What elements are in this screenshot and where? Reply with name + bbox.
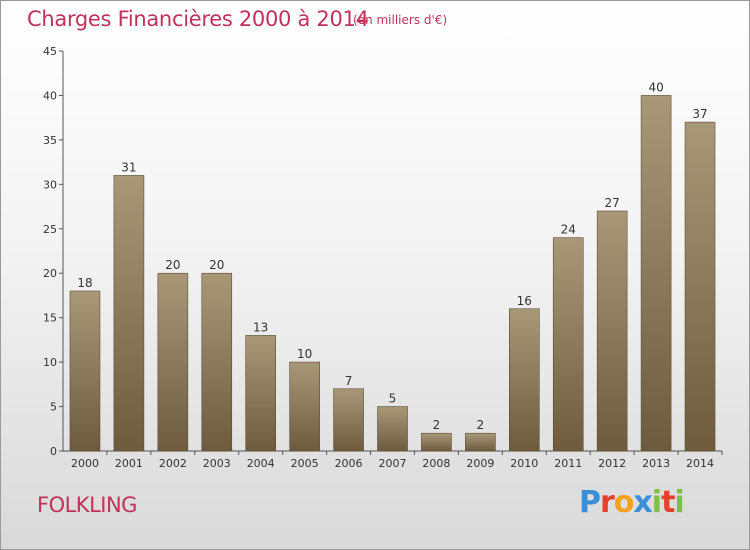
logo-letter: i <box>674 485 684 520</box>
logo-letter: i <box>651 485 662 520</box>
bar <box>421 432 452 452</box>
bar <box>640 95 672 452</box>
x-tick-label: 2003 <box>203 457 231 470</box>
y-tick-label: 25 <box>43 223 57 236</box>
bar <box>289 361 320 452</box>
x-tick-label: 2011 <box>554 457 582 470</box>
logo-letter: x <box>633 485 652 520</box>
data-label: 31 <box>121 160 136 174</box>
x-tick-label: 2013 <box>642 457 670 470</box>
bar <box>157 272 189 452</box>
bar <box>552 237 584 452</box>
data-label: 18 <box>77 276 92 290</box>
x-tick-label: 2007 <box>379 457 407 470</box>
x-tick-label: 2012 <box>598 457 626 470</box>
data-label: 7 <box>345 374 353 388</box>
y-tick-label: 15 <box>43 312 57 325</box>
data-label: 20 <box>209 258 224 272</box>
data-label: 2 <box>477 418 485 432</box>
x-tick-label: 2008 <box>422 457 450 470</box>
x-tick-label: 2010 <box>510 457 538 470</box>
bar <box>201 272 233 452</box>
data-label: 37 <box>692 107 707 121</box>
data-label: 16 <box>517 294 532 308</box>
x-tick-label: 2001 <box>115 457 143 470</box>
data-label: 40 <box>648 80 663 94</box>
x-tick-label: 2002 <box>159 457 187 470</box>
logo-letter: t <box>661 485 675 520</box>
x-tick-label: 2000 <box>71 457 99 470</box>
x-tick-label: 2005 <box>291 457 319 470</box>
bar <box>69 290 101 452</box>
y-tick-label: 45 <box>43 45 57 58</box>
chart-title: Charges Financières 2000 à 2014 <box>27 7 369 31</box>
bar <box>333 388 364 452</box>
bar <box>113 175 145 452</box>
logo-letter: P <box>579 485 601 520</box>
data-label: 10 <box>297 347 312 361</box>
bar <box>245 335 276 452</box>
data-label: 27 <box>605 196 620 210</box>
y-tick-label: 5 <box>50 401 57 414</box>
bar <box>596 210 628 452</box>
x-tick-label: 2004 <box>247 457 275 470</box>
bar <box>377 406 408 452</box>
commune-name: FOLKLING <box>37 493 137 517</box>
logo-letter: r <box>600 485 615 520</box>
x-tick-label: 2009 <box>466 457 494 470</box>
bar <box>684 121 716 452</box>
bar <box>508 308 540 452</box>
y-tick-label: 20 <box>43 267 57 280</box>
proxiti-logo: Proxiti <box>579 485 685 520</box>
y-tick-label: 40 <box>43 89 57 102</box>
data-label: 13 <box>253 320 268 334</box>
data-label: 2 <box>433 418 441 432</box>
logo-letter: o <box>613 485 635 520</box>
data-label: 20 <box>165 258 180 272</box>
x-tick-label: 2006 <box>335 457 363 470</box>
y-tick-label: 10 <box>43 356 57 369</box>
y-tick-label: 0 <box>50 445 57 458</box>
chart-subtitle: (en milliers d'€) <box>353 13 448 27</box>
y-tick-label: 35 <box>43 134 57 147</box>
data-label: 24 <box>561 223 576 237</box>
x-tick-label: 2014 <box>686 457 714 470</box>
y-tick-label: 30 <box>43 178 57 191</box>
data-label: 5 <box>389 392 397 406</box>
bar <box>465 432 496 452</box>
